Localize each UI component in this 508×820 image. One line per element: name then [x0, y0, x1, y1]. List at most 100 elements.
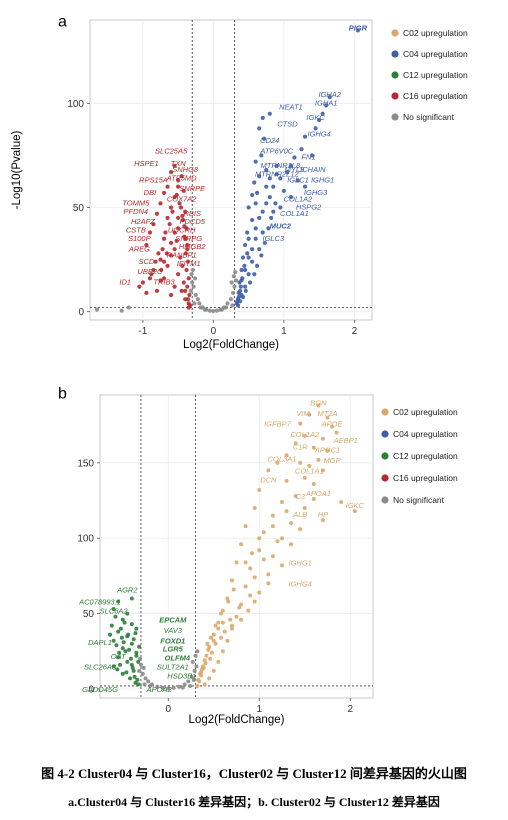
data-point — [248, 593, 253, 598]
data-point — [243, 560, 248, 565]
data-point — [266, 572, 271, 577]
gene-label: CTSD — [277, 119, 298, 128]
data-point — [267, 176, 272, 181]
data-point — [262, 240, 267, 246]
data-point — [182, 682, 187, 687]
data-point — [235, 303, 241, 308]
data-point — [220, 620, 225, 625]
data-point — [195, 683, 200, 688]
data-point — [180, 213, 185, 218]
data-point — [250, 259, 255, 264]
data-point — [194, 664, 199, 669]
gene-label: TXN — [171, 159, 187, 168]
data-point — [205, 641, 210, 646]
data-point — [239, 617, 244, 622]
data-point — [238, 284, 243, 289]
y-tick-label: 150 — [77, 458, 94, 469]
data-point — [165, 263, 170, 268]
gene-label: HP — [318, 510, 328, 519]
gene-label: BGN — [310, 399, 327, 408]
data-point — [284, 453, 289, 458]
data-point — [261, 530, 266, 535]
data-point — [243, 524, 248, 529]
data-point — [176, 215, 181, 221]
gene-label: H2AFZ — [131, 217, 155, 226]
data-point — [130, 665, 135, 670]
data-point — [245, 251, 250, 256]
data-point — [120, 646, 125, 651]
gene-label: PFDN4 — [124, 207, 149, 216]
gene-label: AGR2 — [116, 585, 138, 594]
data-point — [281, 188, 286, 193]
data-point — [253, 226, 258, 231]
data-point — [216, 620, 221, 625]
data-point — [246, 236, 251, 241]
data-point — [184, 267, 189, 273]
data-point — [235, 299, 240, 304]
gene-label: UQCRH — [168, 226, 196, 235]
data-point — [298, 527, 303, 532]
data-point — [219, 307, 224, 312]
gene-label: UBE2C — [137, 267, 163, 276]
data-point — [126, 305, 131, 310]
data-point — [209, 635, 214, 640]
data-point — [233, 269, 238, 275]
data-point — [252, 180, 257, 185]
data-point — [159, 267, 164, 273]
data-point — [229, 623, 234, 628]
data-point — [134, 626, 139, 631]
data-point — [143, 676, 148, 681]
data-point — [257, 590, 262, 595]
gene-label: APOA2 — [146, 685, 173, 694]
gene-label: MYL9 — [285, 165, 305, 174]
data-point — [193, 292, 198, 298]
gene-label: RPS15A — [139, 176, 168, 185]
data-point — [161, 259, 167, 264]
data-point — [191, 677, 196, 682]
data-point — [211, 638, 216, 643]
data-point — [178, 255, 183, 260]
data-point — [261, 557, 266, 562]
x-tick-label: 1 — [256, 704, 262, 715]
gene-label: FN1 — [301, 153, 315, 162]
data-point — [177, 201, 182, 206]
gene-label: ID1 — [119, 278, 131, 287]
data-point — [243, 242, 248, 248]
data-point — [129, 641, 134, 646]
legend-label: C12 upregulation — [403, 70, 468, 80]
gene-label: VIM — [296, 409, 310, 418]
data-point — [250, 247, 255, 252]
data-point — [180, 685, 185, 690]
data-point — [116, 599, 121, 604]
legend-label: C02 upregulation — [393, 407, 458, 417]
data-point — [189, 272, 194, 277]
data-point — [229, 280, 234, 285]
data-point — [252, 506, 257, 511]
data-point — [228, 297, 234, 302]
gene-label: APOC1 — [314, 445, 340, 454]
data-point — [295, 178, 301, 183]
legend-swatch — [381, 474, 389, 482]
gene-label: FOXD1 — [160, 637, 185, 646]
data-point — [160, 685, 165, 690]
data-point — [266, 226, 271, 231]
data-point — [179, 288, 184, 293]
data-point — [170, 209, 175, 214]
data-point — [266, 581, 271, 586]
gene-label: IGHA1 — [315, 98, 338, 107]
data-point — [168, 253, 174, 258]
data-point — [275, 460, 280, 465]
data-point — [225, 301, 230, 306]
data-point — [109, 623, 114, 628]
legend-swatch — [391, 92, 399, 100]
data-point — [128, 656, 133, 661]
data-point — [302, 475, 307, 480]
data-point — [160, 247, 165, 252]
data-point — [127, 647, 132, 652]
data-point — [284, 509, 289, 514]
data-point — [234, 614, 239, 619]
data-point — [327, 94, 332, 100]
gene-label: TOMM5 — [122, 198, 150, 207]
gene-label: JCHAIN — [298, 165, 327, 174]
data-point — [237, 605, 242, 610]
